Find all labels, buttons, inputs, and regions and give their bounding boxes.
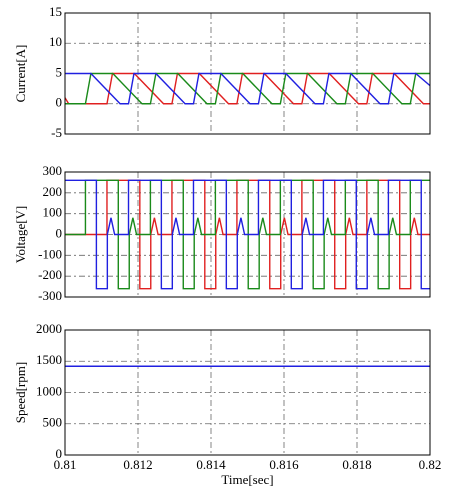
x-tick-label: 0.812	[123, 457, 152, 472]
x-tick-label: 0.82	[419, 457, 442, 472]
y-tick-label: 300	[43, 163, 63, 178]
y-tick-label: 2000	[36, 321, 62, 336]
y-tick-label: 0	[56, 225, 63, 240]
y-tick-label: 0	[56, 95, 63, 110]
x-tick-label: 0.814	[196, 457, 226, 472]
y-tick-label: 500	[43, 415, 63, 430]
y-axis-label: Voltage[V]	[13, 206, 28, 264]
plot-frame	[64, 12, 431, 135]
x-axis-label: Time[sec]	[221, 472, 273, 487]
y-axis-label: Current[A]	[13, 45, 28, 103]
plot-frame	[64, 329, 431, 456]
y-tick-label: -5	[51, 125, 62, 140]
y-tick-label: 1000	[36, 383, 62, 398]
y-tick-label: 200	[43, 184, 63, 199]
y-tick-label: 1500	[36, 352, 62, 367]
y-tick-label: 100	[43, 205, 63, 220]
y-tick-label: 15	[49, 4, 62, 19]
x-tick-label: 0.81	[54, 457, 77, 472]
data-line	[65, 72, 430, 105]
y-axis-label: Speed[rpm]	[13, 362, 28, 423]
y-tick-label: 0	[56, 446, 63, 461]
y-tick-label: -200	[38, 267, 62, 282]
data-line	[65, 179, 430, 290]
data-line	[65, 72, 431, 105]
data-line	[65, 179, 430, 290]
y-tick-label: -300	[38, 288, 62, 303]
plot-frame	[64, 171, 431, 298]
x-tick-label: 0.818	[342, 457, 371, 472]
y-tick-label: 10	[49, 34, 62, 49]
y-tick-label: 5	[56, 64, 63, 79]
y-tick-label: -100	[38, 246, 62, 261]
x-tick-label: 0.816	[269, 457, 299, 472]
